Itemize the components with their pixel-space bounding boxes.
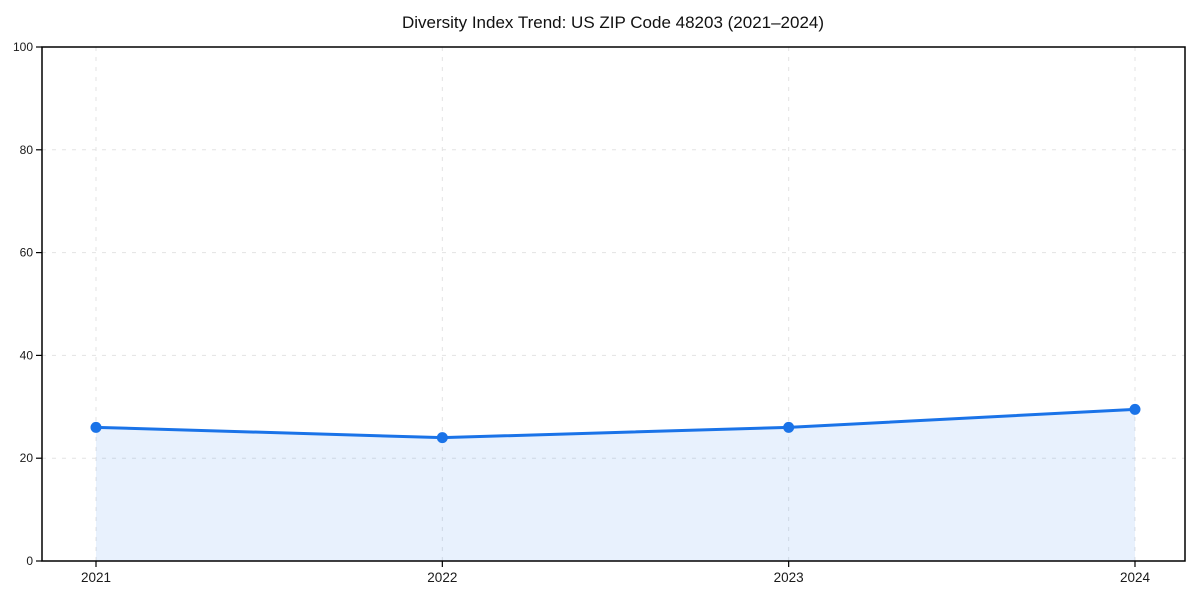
- y-tick-label: 20: [20, 451, 34, 465]
- trend-line: [94, 407, 1137, 440]
- data-point-2024: [1129, 403, 1141, 415]
- x-tick-label: 2024: [1120, 570, 1151, 585]
- y-tick-label: 40: [20, 348, 34, 362]
- x-tick-label: 2021: [81, 570, 111, 585]
- y-tick-label: 80: [20, 143, 34, 157]
- plot-border: [41, 46, 1186, 562]
- data-point-2023: [783, 421, 795, 433]
- data-point-2021: [90, 421, 102, 433]
- area-fill: [96, 409, 1135, 561]
- y-tick-label: 100: [13, 40, 33, 54]
- y-tick-label: 60: [20, 246, 34, 260]
- x-tick-label: 2023: [774, 570, 804, 585]
- data-point-2022: [436, 432, 448, 444]
- axis-ticks-and-labels: 0 20 40 60 80 100 2021 2022 2023 2024: [13, 40, 1151, 585]
- y-tick-label: 0: [26, 554, 33, 568]
- x-tick-label: 2022: [427, 570, 457, 585]
- chart-title: Diversity Index Trend: US ZIP Code 48203…: [402, 13, 824, 32]
- data-series: [90, 403, 1141, 561]
